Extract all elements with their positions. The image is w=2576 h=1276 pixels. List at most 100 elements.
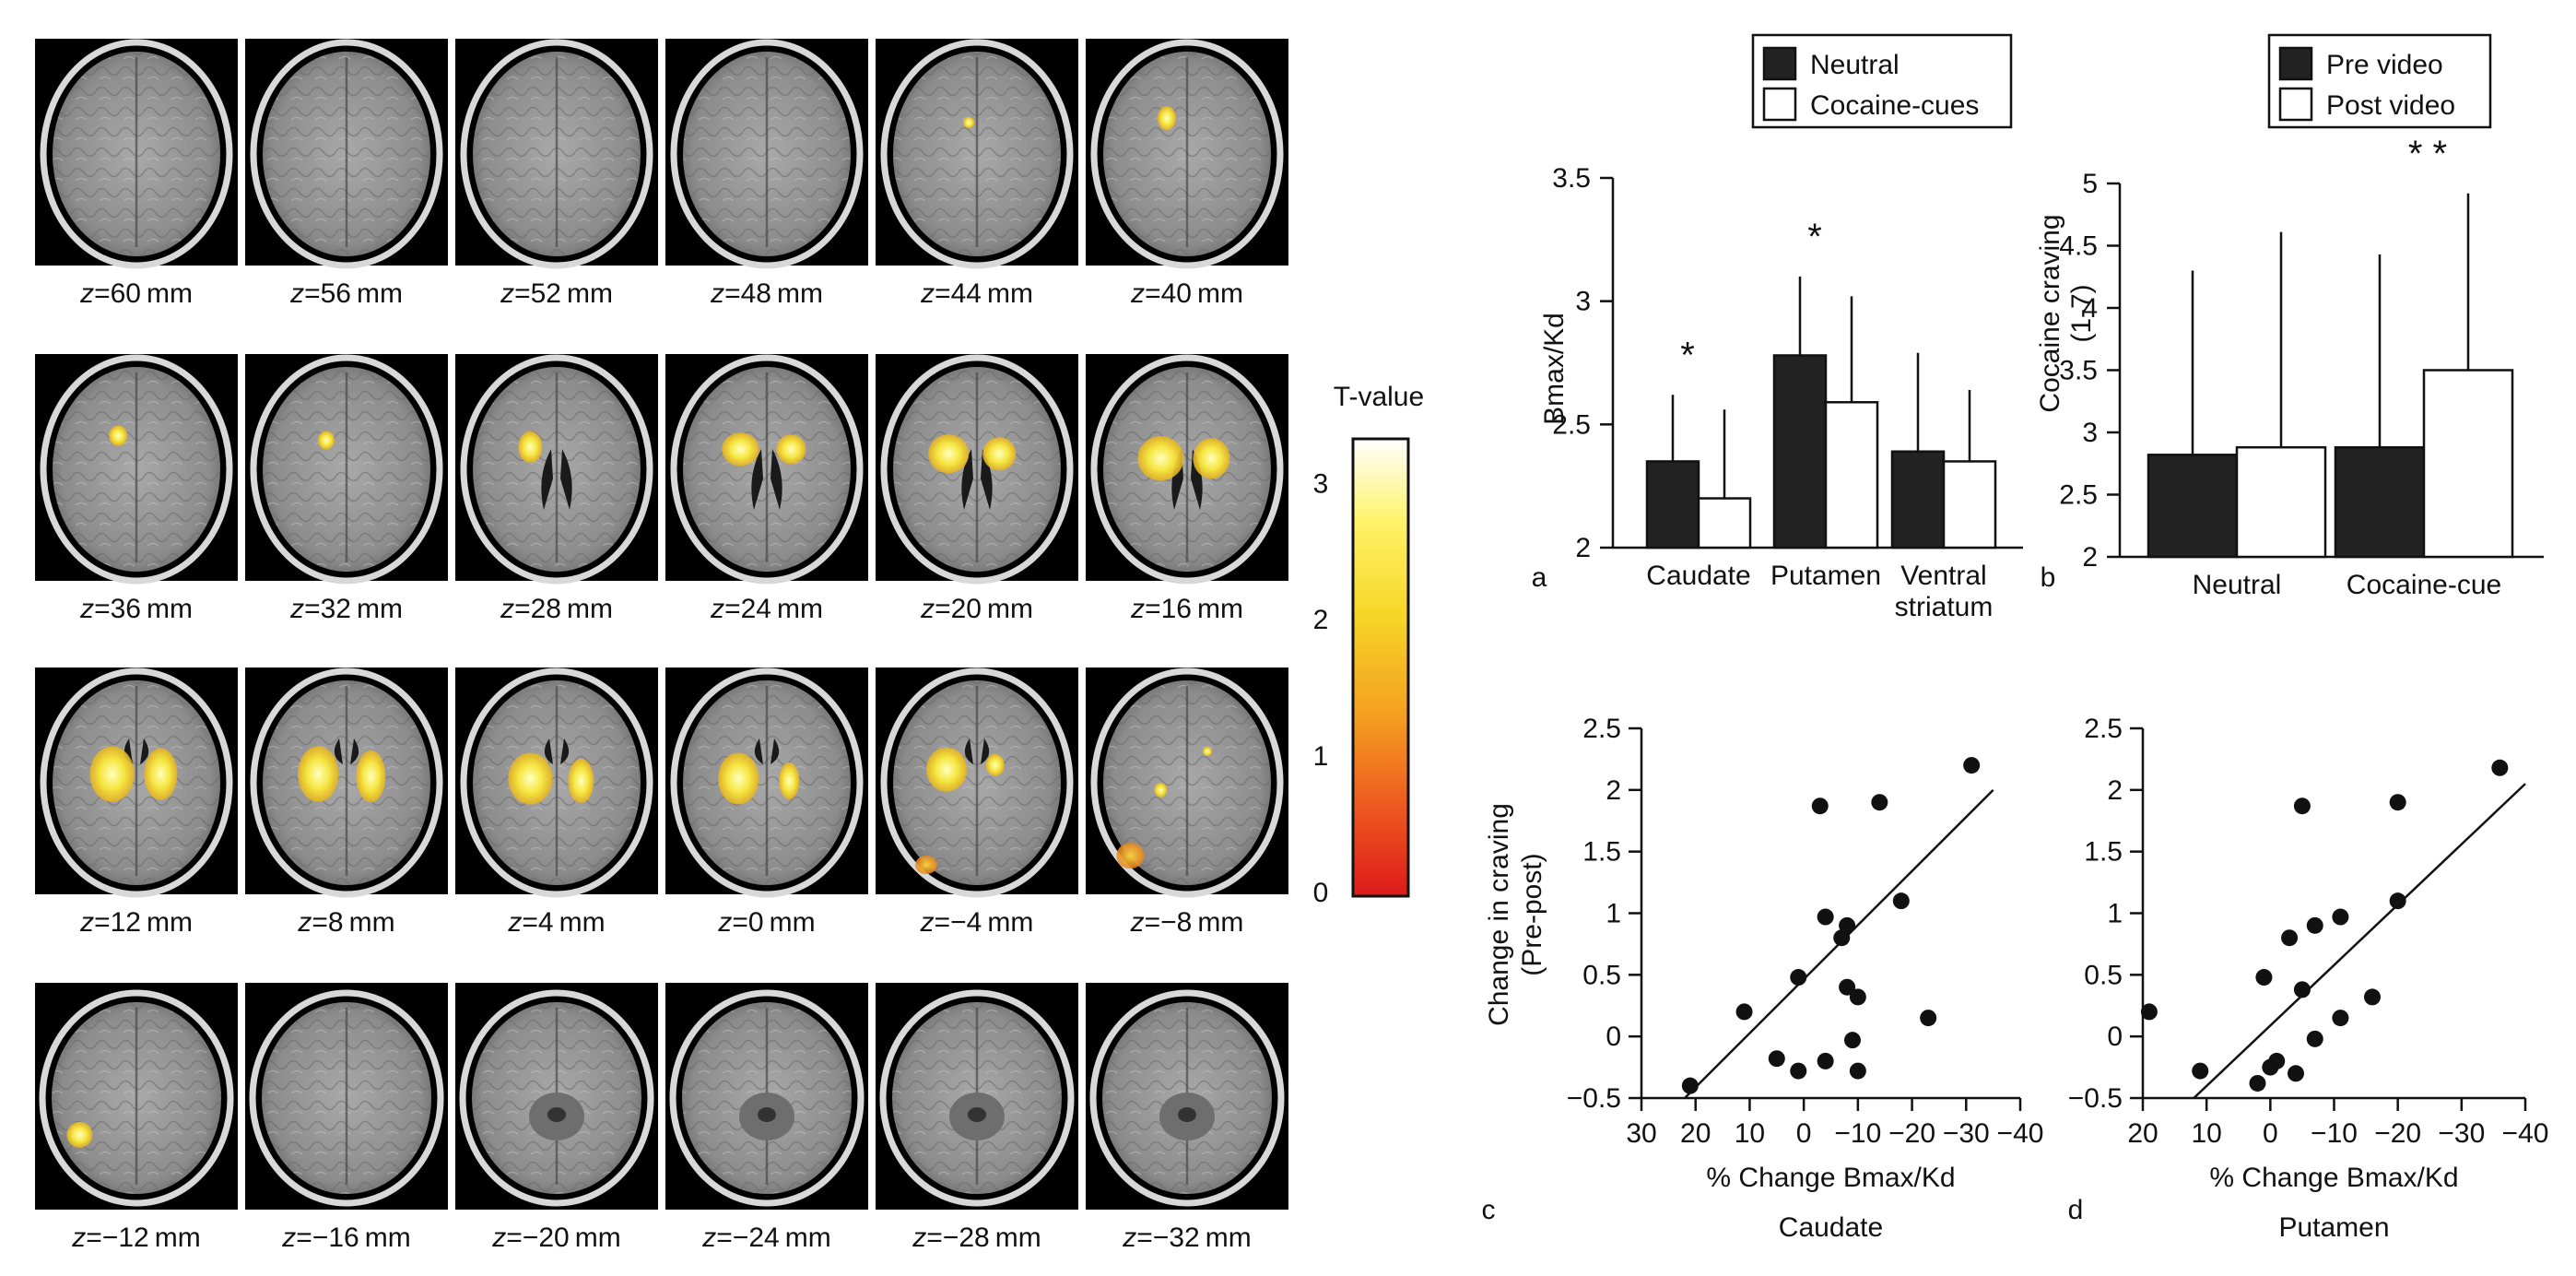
slice-z-label: z=4 mm — [507, 907, 605, 938]
fourth-ventricle — [758, 1107, 776, 1122]
data-point — [2268, 1052, 2286, 1069]
bar — [1645, 460, 1700, 549]
category-label: Putamen — [1770, 561, 1881, 591]
data-point — [1817, 908, 1834, 926]
significance-marker: * * — [2408, 134, 2447, 174]
brain-slice-tile: z=−28 mm — [876, 983, 1078, 1253]
data-point — [1681, 1077, 1699, 1094]
ventricle-left — [541, 449, 553, 510]
data-point — [1817, 1052, 1834, 1069]
regression-line — [2193, 783, 2526, 1099]
data-point — [1790, 969, 1807, 987]
y-tick-label: 3.5 — [2059, 356, 2098, 386]
data-point — [2491, 759, 2509, 776]
data-point — [2332, 908, 2349, 926]
category-label: striatum — [1895, 592, 1994, 622]
skull-outline — [670, 668, 864, 898]
data-point — [2332, 1010, 2349, 1027]
x-tick-label: 0 — [1796, 1118, 1812, 1149]
y-tick-label: 2 — [1606, 775, 1621, 806]
slice-z-label: z=20 mm — [920, 594, 1033, 624]
brain-slices-panel: z=60 mm z=56 mm z=52 mm z=48 mm z=44 mm z=40 … — [35, 39, 1288, 1253]
brain-slice-tile: z=32 mm — [245, 354, 448, 624]
legend-entry: Neutral — [1810, 50, 1900, 80]
y-tick-label: 4.5 — [2059, 231, 2098, 262]
brain-slice-tile: z=24 mm — [665, 354, 868, 624]
activation-blob — [722, 432, 759, 467]
skull-outline — [460, 354, 653, 585]
x-tick-label: 0 — [2263, 1118, 2278, 1149]
brain-slice-tile: z=28 mm — [455, 354, 658, 624]
slice-z-label: z=40 mm — [1130, 278, 1243, 309]
brain-slice-tile: z=8 mm — [245, 668, 448, 938]
y-tick-label: 1 — [1606, 899, 1621, 929]
data-point — [2389, 892, 2406, 910]
slice-z-label: z=44 mm — [920, 278, 1033, 309]
y-tick-label: 2.5 — [1582, 714, 1621, 744]
brain-slice-tile: z=56 mm — [245, 39, 448, 309]
activation-blob — [66, 1121, 93, 1148]
chart-c-caudate-scatter: −0.5 0 0.5 1 1.5 2 2.5 30 20 10 0 −10 −20 −30 −40 % Cha… — [1482, 714, 2044, 1243]
skull-outline — [669, 989, 865, 1207]
y-tick-label: 3.5 — [1552, 163, 1591, 194]
y-tick-label: 0.5 — [1582, 960, 1621, 990]
brain-slice-tile: z=12 mm — [35, 668, 238, 938]
panel-letter: d — [2068, 1195, 2084, 1225]
slice-z-label: z=−12 mm — [71, 1223, 200, 1253]
activation-blob — [928, 434, 970, 474]
x-tick-label: 10 — [1735, 1118, 1765, 1149]
region-caption: Caudate — [1779, 1212, 1883, 1243]
activation-blob — [985, 753, 1005, 776]
brain-slice-tile: z=20 mm — [876, 354, 1078, 624]
y-tick-label: 3 — [1575, 287, 1591, 317]
brain-slice-tile: z=−12 mm — [35, 983, 238, 1253]
skull-outline — [249, 989, 444, 1207]
data-point — [2281, 929, 2299, 947]
x-tick-label: −30 — [1943, 1118, 1990, 1149]
skull-outline — [1090, 39, 1284, 269]
slice-z-label: z=56 mm — [289, 278, 403, 309]
slice-z-label: z=−28 mm — [912, 1223, 1041, 1253]
slice-z-label: z=−32 mm — [1122, 1223, 1251, 1253]
data-point — [1849, 1062, 1866, 1080]
skull-outline — [459, 989, 654, 1207]
activation-blob — [982, 437, 1017, 471]
brain-slice-tile: z=48 mm — [665, 39, 868, 309]
bar — [2422, 369, 2514, 559]
activation-blob — [508, 752, 553, 805]
y-tick-label: 1.5 — [1582, 837, 1621, 868]
slice-z-label: z=60 mm — [79, 278, 193, 309]
colorbar-tick-label: 1 — [1313, 741, 1329, 772]
colorbar-tick-label: 0 — [1313, 878, 1329, 908]
data-point — [2192, 1062, 2209, 1080]
legend-swatch — [2278, 46, 2313, 81]
brain-slice-tile: z=44 mm — [876, 39, 1078, 309]
brain-slice-tile: z=−20 mm — [455, 983, 658, 1253]
data-point — [2293, 798, 2311, 815]
brain-slice-tile: z=4 mm — [455, 668, 658, 938]
colorbar-tick-label: 2 — [1313, 605, 1329, 635]
skull-outline — [880, 39, 1074, 269]
slice-z-label: z=48 mm — [710, 278, 823, 309]
y-axis-label: Bmax/Kd — [1539, 313, 1570, 425]
fourth-ventricle — [1178, 1107, 1196, 1122]
activation-blob — [915, 856, 937, 875]
activation-blob — [926, 747, 967, 792]
activation-blob — [518, 431, 543, 463]
chart-a-striatal-binding-bars: 2 2.5 3 3.5 Bmax/Kd Caudate * Putamen * Ventralst… — [1532, 33, 2023, 622]
data-point — [2389, 794, 2406, 811]
ventricle-right — [770, 449, 782, 510]
data-point — [2306, 916, 2323, 934]
y-tick-label: 2 — [2082, 542, 2098, 573]
slice-z-label: z=−20 mm — [491, 1223, 620, 1253]
skull-outline — [40, 354, 233, 585]
brain-slice-tile: z=60 mm — [35, 39, 238, 309]
data-point — [2249, 1074, 2266, 1092]
data-point — [1849, 988, 1866, 1006]
brain-slice-tile: z=36 mm — [35, 354, 238, 624]
activation-blob — [1154, 782, 1168, 798]
bar — [1824, 401, 1879, 549]
bar — [1890, 450, 1946, 549]
chart-d-putamen-scatter: −0.5 0 0.5 1 1.5 2 2.5 20 10 0 −10 −20 −30 −40 % Chang… — [2068, 714, 2549, 1243]
activation-blob — [318, 431, 335, 450]
